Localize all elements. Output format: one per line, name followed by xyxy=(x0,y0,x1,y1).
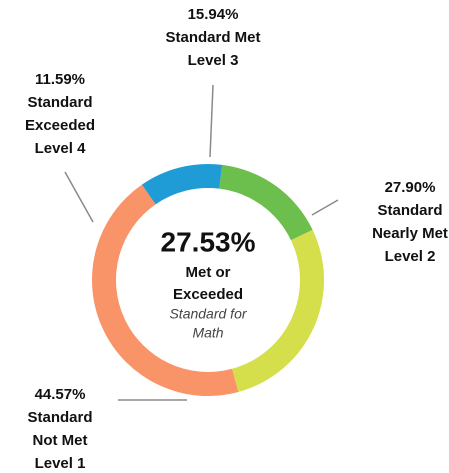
center-text: Met or xyxy=(186,264,231,281)
value-label: 44.57% xyxy=(35,386,86,403)
category-label: Exceeded xyxy=(25,117,95,134)
category-label: Not Met xyxy=(33,432,88,449)
value-label: 27.90% xyxy=(385,179,436,196)
donut-segment xyxy=(141,163,223,205)
leader-line xyxy=(64,171,94,223)
category-label: Level 1 xyxy=(35,455,86,472)
leader-line xyxy=(311,199,339,216)
center-text: Exceeded xyxy=(173,286,243,303)
donut-segment xyxy=(219,164,313,241)
category-label: Level 4 xyxy=(35,140,87,157)
value-label: 11.59% xyxy=(35,71,85,88)
category-label: Standard xyxy=(377,202,442,219)
value-label: 15.94% xyxy=(188,6,239,23)
leader-line xyxy=(209,84,214,158)
center-subtext: Math xyxy=(192,325,223,341)
category-label: Standard xyxy=(27,94,92,111)
center-subtext: Standard for xyxy=(169,306,247,322)
category-label: Standard Met xyxy=(165,29,260,46)
category-label: Nearly Met xyxy=(372,225,448,242)
donut-segment xyxy=(232,229,324,392)
donut-segment xyxy=(91,184,239,397)
category-label: Standard xyxy=(27,409,92,426)
category-label: Level 3 xyxy=(188,52,239,69)
center-value: 27.53% xyxy=(161,226,256,257)
category-label: Level 2 xyxy=(385,248,436,265)
